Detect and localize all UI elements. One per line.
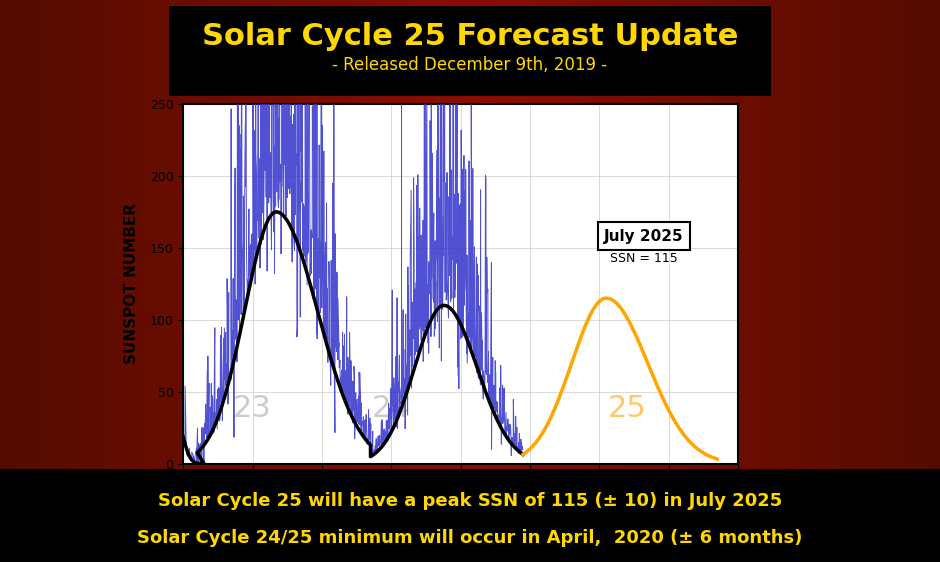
Title: SOLAR CYCLE 25 CONSENSUS PREDICTION: SOLAR CYCLE 25 CONSENSUS PREDICTION (268, 79, 653, 97)
Text: Solar Cycle 25 will have a peak SSN of 115 (± 10) in July 2025: Solar Cycle 25 will have a peak SSN of 1… (158, 492, 782, 510)
Text: Solar Cycle 25 Forecast Update: Solar Cycle 25 Forecast Update (202, 22, 738, 51)
Text: 24: 24 (372, 395, 411, 423)
X-axis label: DATE: DATE (436, 493, 485, 511)
Text: SSN = 115: SSN = 115 (610, 252, 678, 265)
Text: 25: 25 (607, 395, 647, 423)
Text: - Released December 9th, 2019 -: - Released December 9th, 2019 - (333, 56, 607, 74)
Text: July 2025: July 2025 (603, 229, 683, 243)
Y-axis label: SUNSPOT NUMBER: SUNSPOT NUMBER (123, 203, 138, 364)
Text: 23: 23 (233, 395, 272, 423)
Text: Solar Cycle 24/25 minimum will occur in April,  2020 (± 6 months): Solar Cycle 24/25 minimum will occur in … (137, 529, 803, 547)
